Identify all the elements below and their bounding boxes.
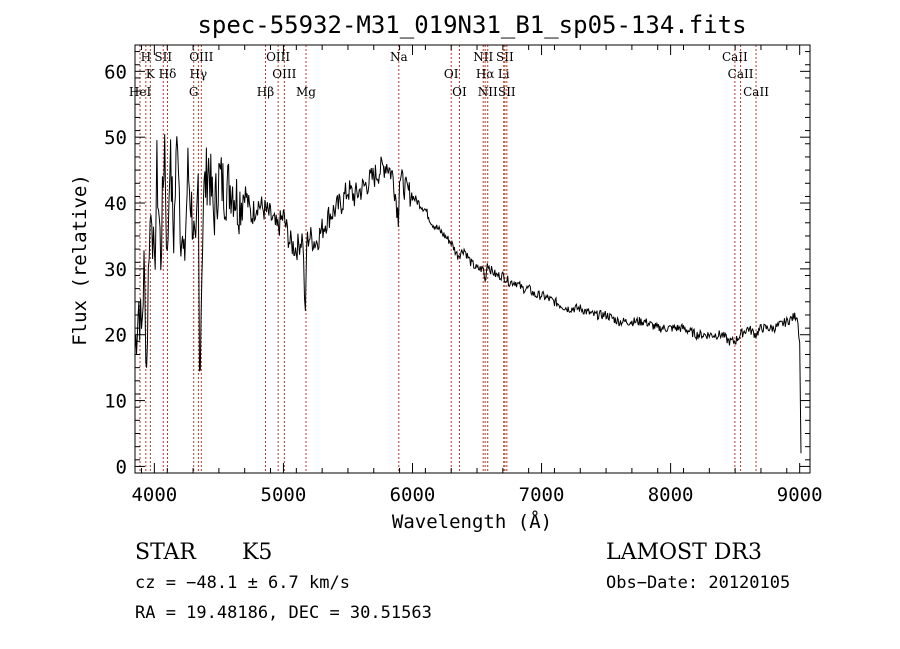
spectral-line-label: HeI [129, 85, 152, 99]
spectral-line-label: SII [154, 50, 172, 64]
spectral-line-label: H [141, 50, 151, 64]
plot-frame [134, 44, 811, 474]
spectral-line-label: SII [498, 85, 516, 99]
spectral-line-label: Li [498, 67, 510, 81]
spectral-line-label: NII [478, 85, 498, 99]
spectral-line-label: CaII [722, 50, 748, 64]
y-tick-label: 50 [104, 127, 127, 149]
y-tick-label: 30 [104, 259, 127, 281]
y-tick-label: 10 [104, 391, 127, 413]
x-tick-label: 9000 [777, 484, 823, 506]
spectral-line-label: CaII [743, 85, 769, 99]
y-tick-label: 60 [104, 61, 127, 83]
y-axis-label: Flux (relative) [69, 174, 91, 346]
spectral-line-label: Na [390, 50, 408, 64]
spectral-line-label: Hδ [159, 67, 177, 81]
x-axis: 4000 5000 6000 7000 8000 9000 [131, 45, 823, 506]
obs-date: Obs−Date: 20120105 [606, 573, 791, 593]
coordinates: RA = 19.48186, DEC = 30.51563 [135, 603, 432, 623]
y-axis: 0 10 20 30 40 50 60 [104, 51, 810, 478]
spectral-line-label: Hγ [190, 67, 208, 81]
y-tick-label: 20 [104, 325, 127, 347]
spectrum-chart: spec-55932-M31_019N31_B1_sp05-134.fits H… [69, 11, 823, 533]
spectral-line-label: OI [444, 67, 459, 81]
object-class: STAR [135, 540, 196, 565]
x-tick-label: 5000 [261, 484, 307, 506]
object-subclass: K5 [242, 540, 273, 565]
survey-name: LAMOST DR3 [606, 540, 762, 565]
spectral-line-label: NII [473, 50, 493, 64]
y-tick-label: 40 [104, 193, 127, 215]
y-tick-label: 0 [116, 456, 127, 478]
spectral-line-label: OIII [189, 50, 213, 64]
spectral-line-label: OIII [272, 67, 296, 81]
x-tick-label: 6000 [390, 484, 436, 506]
flux-series-line [134, 134, 802, 454]
spectral-lines-layer: HKHeISIIHδGOIIIHγHβOIIIOIIIMgNaOIOINIIHα… [129, 45, 769, 473]
series-layer [134, 134, 802, 454]
spectral-line-label: Hβ [257, 85, 274, 99]
spectral-line-label: OI [452, 85, 467, 99]
spectral-line-label: Hα [476, 67, 495, 81]
x-tick-label: 4000 [131, 484, 177, 506]
chart-title: spec-55932-M31_019N31_B1_sp05-134.fits [197, 11, 746, 39]
spectral-line-label: G [189, 85, 199, 99]
spectral-line-label: K [146, 67, 156, 81]
spectral-line-label: Mg [296, 85, 316, 99]
redshift-cz: cz = −48.1 ± 6.7 km/s [135, 573, 350, 593]
spectral-line-label: CaII [728, 67, 754, 81]
x-tick-label: 8000 [648, 484, 694, 506]
spectral-line-label: SII [496, 50, 514, 64]
spectral-line-label: OIII [266, 50, 290, 64]
x-axis-label: Wavelength (Å) [392, 510, 552, 533]
x-tick-label: 7000 [519, 484, 565, 506]
